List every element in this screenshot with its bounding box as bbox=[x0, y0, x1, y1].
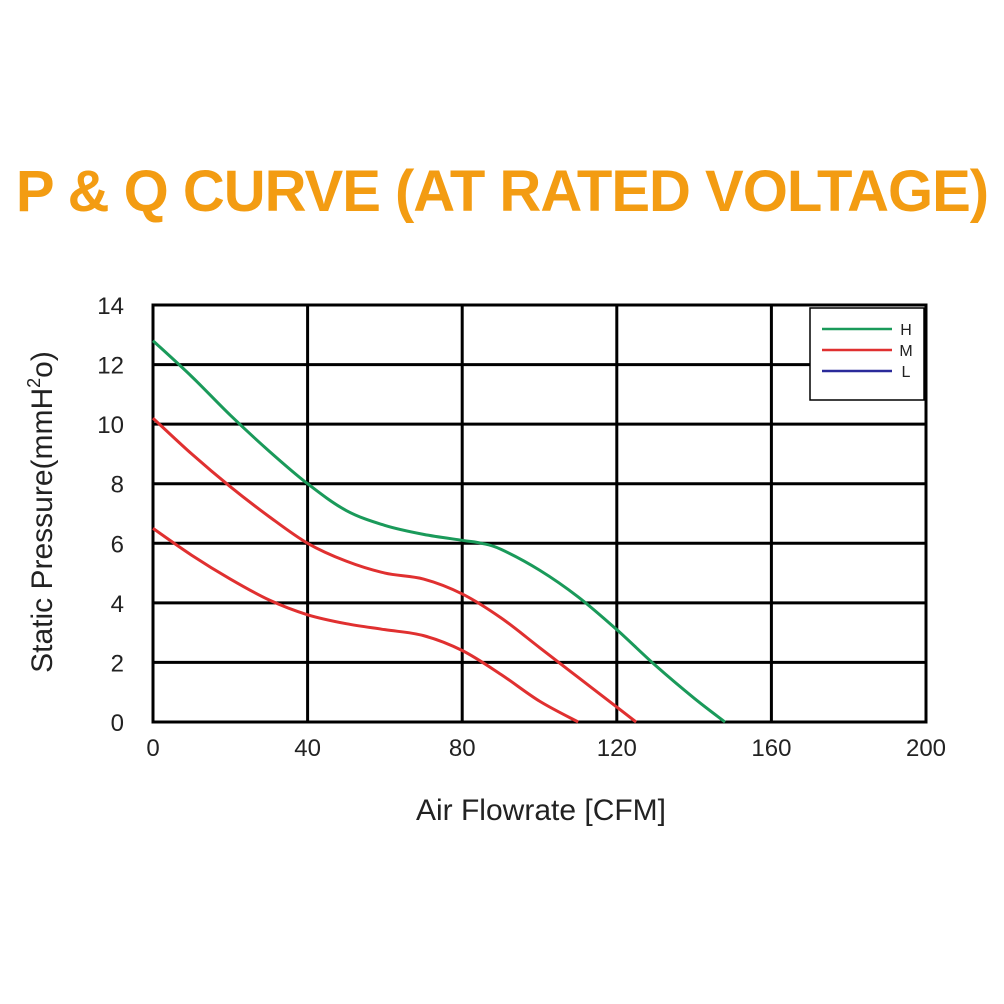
y-axis-title: Static Pressure(mmH2o) bbox=[24, 351, 59, 673]
x-tick-label: 200 bbox=[906, 735, 946, 762]
legend-label-h: H bbox=[900, 322, 912, 339]
chart-title: P & Q CURVE (AT RATED VOLTAGE) bbox=[15, 159, 989, 224]
tick-labels: 0 40 80 120 160 200 0 2 4 6 8 10 12 14 bbox=[97, 293, 946, 762]
x-tick-label: 80 bbox=[449, 735, 476, 762]
x-tick-label: 40 bbox=[294, 735, 321, 762]
x-axis-title: Air Flowrate [CFM] bbox=[416, 794, 666, 827]
y-tick-label: 14 bbox=[97, 293, 124, 320]
series-line-h bbox=[151, 339, 726, 724]
legend-label-l: L bbox=[902, 364, 911, 381]
legend-label-m: M bbox=[899, 343, 912, 360]
x-tick-label: 160 bbox=[751, 735, 791, 762]
series-lines bbox=[151, 339, 726, 724]
series-line-unlabeled-3 bbox=[152, 527, 579, 724]
grid-lines bbox=[151, 303, 928, 724]
series-line-m bbox=[151, 417, 638, 724]
y-axis-title-end: o) bbox=[26, 351, 59, 378]
y-axis-title-sup: 2 bbox=[24, 378, 44, 388]
y-tick-label: 8 bbox=[111, 472, 124, 499]
y-tick-label: 2 bbox=[111, 650, 124, 677]
legend-box bbox=[809, 307, 925, 401]
x-tick-label: 0 bbox=[146, 735, 159, 762]
plot-frame bbox=[151, 303, 928, 724]
y-axis-title-main: Static Pressure(mmH bbox=[26, 388, 59, 673]
y-tick-label: 10 bbox=[97, 412, 124, 439]
legend: HML bbox=[809, 307, 925, 401]
y-tick-label: 4 bbox=[111, 591, 124, 618]
x-tick-label: 120 bbox=[597, 735, 637, 762]
y-tick-label: 6 bbox=[111, 531, 124, 558]
y-tick-label: 12 bbox=[97, 353, 124, 380]
y-tick-label: 0 bbox=[111, 710, 124, 737]
